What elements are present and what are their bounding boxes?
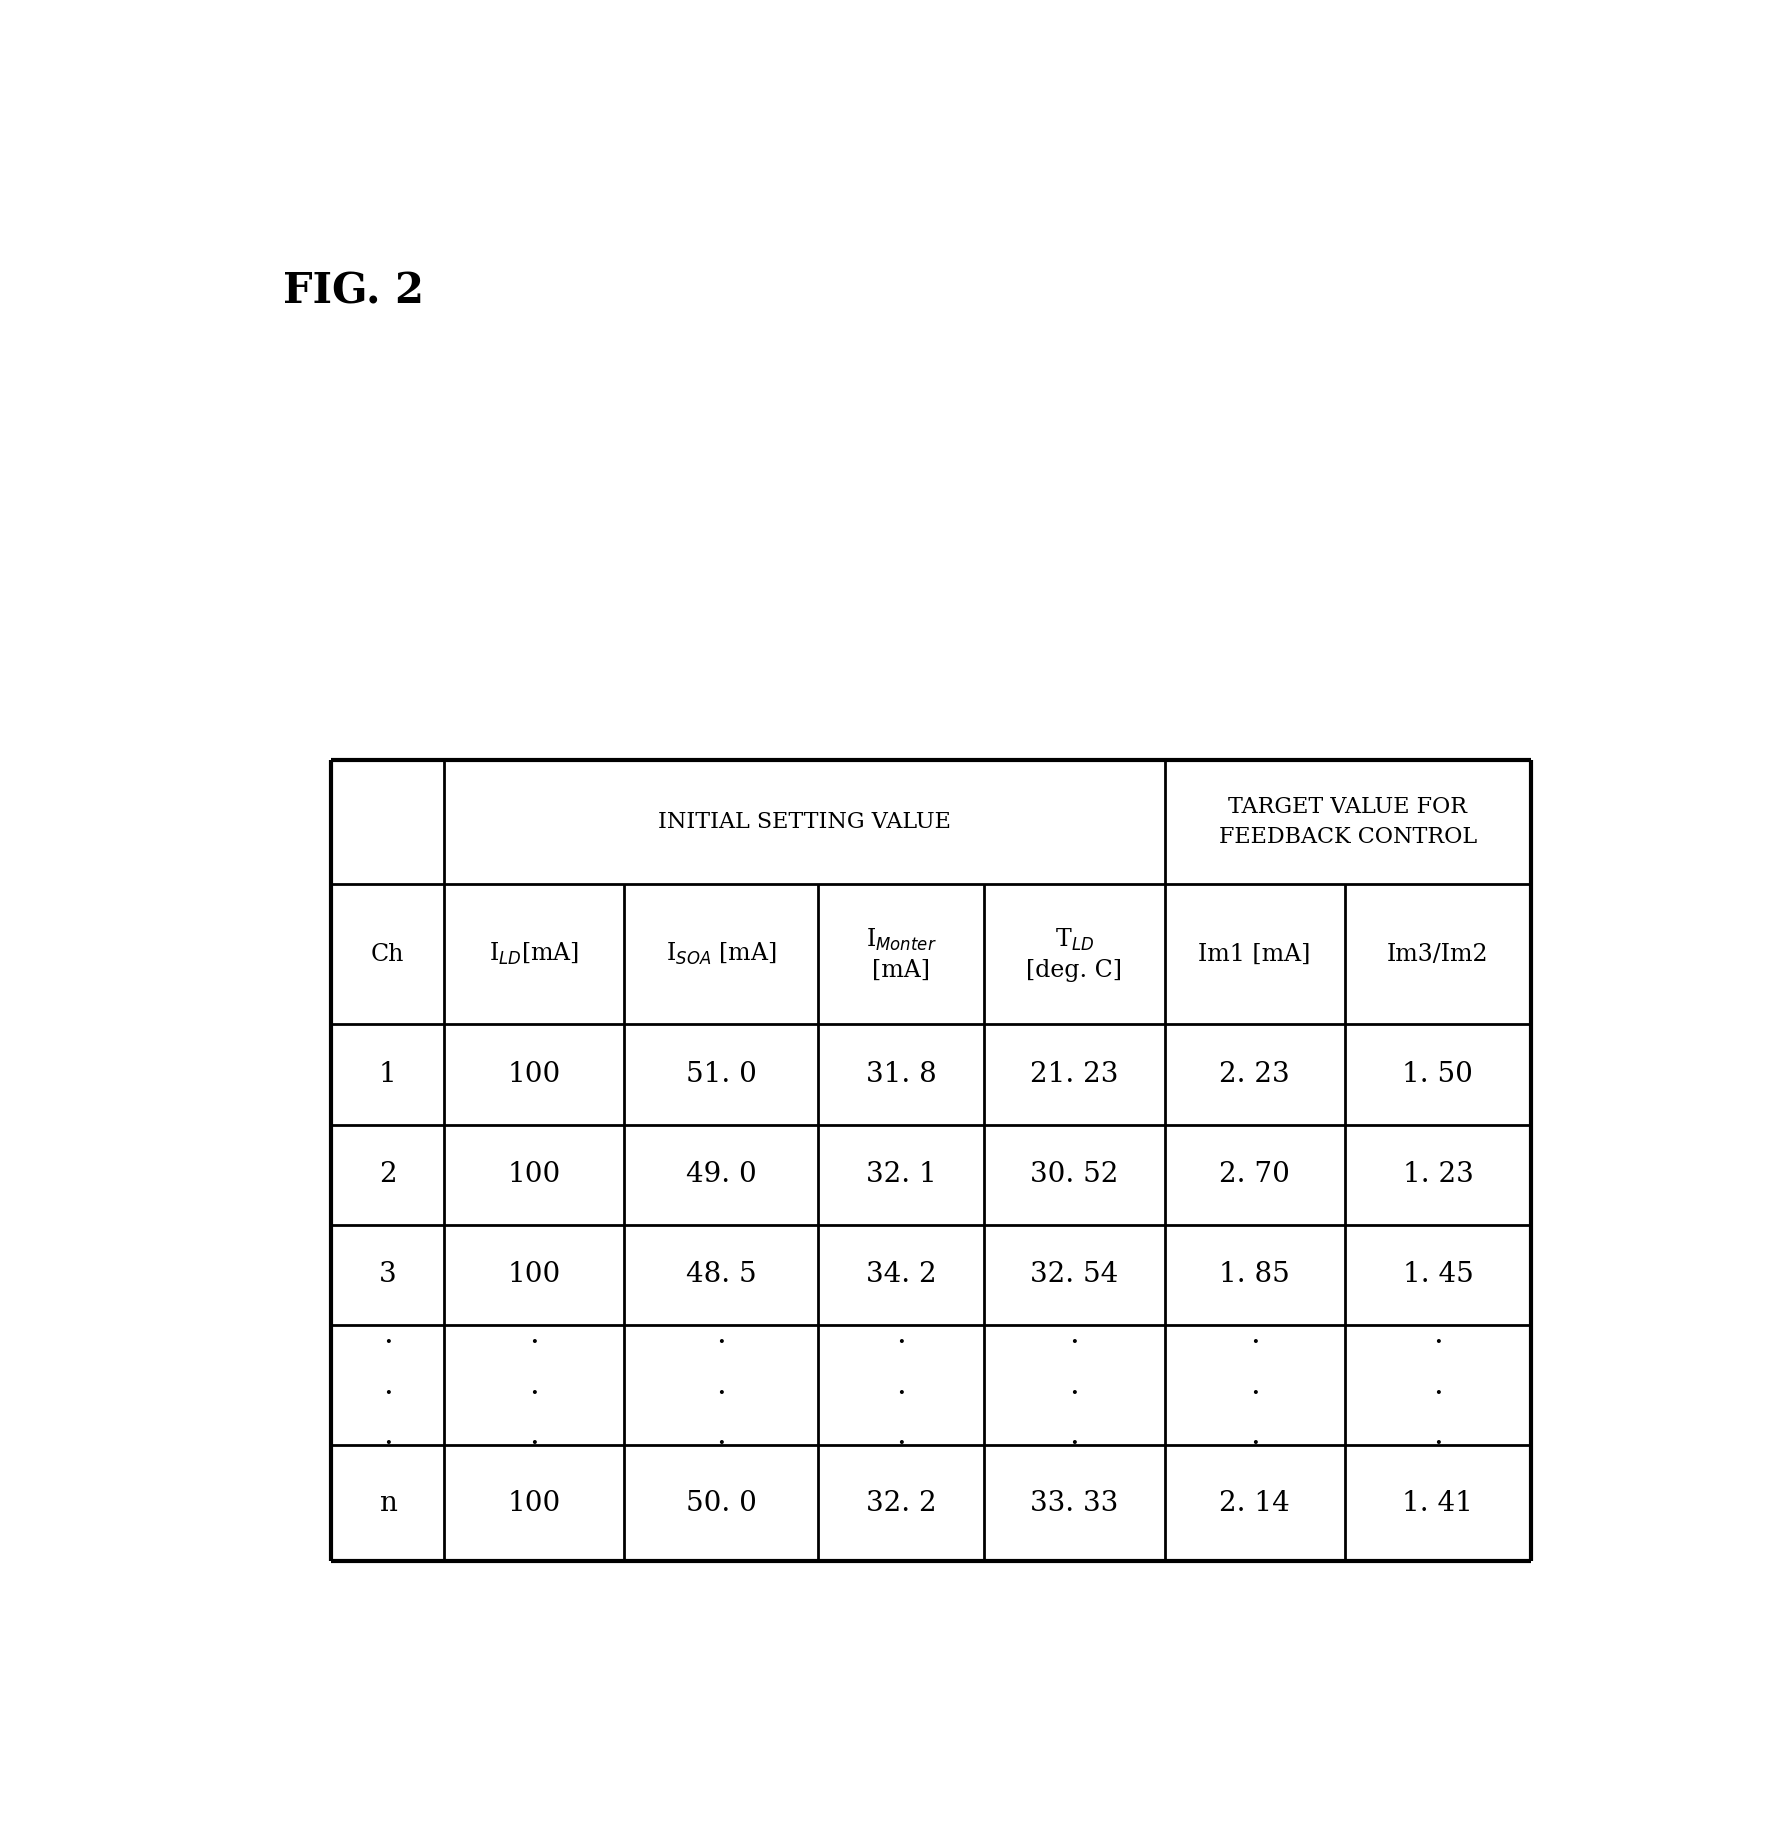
- Text: .
.
.: . . .: [1069, 1319, 1080, 1451]
- Text: 1. 85: 1. 85: [1220, 1262, 1290, 1288]
- Text: 1. 50: 1. 50: [1402, 1061, 1473, 1089]
- Text: Im1 [mA]: Im1 [mA]: [1198, 943, 1312, 965]
- Text: 2: 2: [379, 1160, 396, 1188]
- Text: 100: 100: [508, 1160, 561, 1188]
- Text: Ch: Ch: [372, 943, 404, 965]
- Text: 32. 2: 32. 2: [866, 1490, 936, 1516]
- Text: 30. 52: 30. 52: [1030, 1160, 1119, 1188]
- Text: 1. 45: 1. 45: [1402, 1262, 1473, 1288]
- Text: I$_{LD}$[mA]: I$_{LD}$[mA]: [489, 941, 579, 967]
- Text: I$_{SOA}$ [mA]: I$_{SOA}$ [mA]: [666, 941, 777, 967]
- Text: .
.
.: . . .: [896, 1319, 906, 1451]
- Text: .
.
.: . . .: [1250, 1319, 1260, 1451]
- Text: 32. 54: 32. 54: [1030, 1262, 1119, 1288]
- Text: 2. 70: 2. 70: [1220, 1160, 1290, 1188]
- Text: 1: 1: [379, 1061, 396, 1089]
- Text: 21. 23: 21. 23: [1030, 1061, 1119, 1089]
- Text: 32. 1: 32. 1: [866, 1160, 936, 1188]
- Text: 1. 41: 1. 41: [1402, 1490, 1473, 1516]
- Text: 51. 0: 51. 0: [685, 1061, 756, 1089]
- Text: FIG. 2: FIG. 2: [283, 271, 425, 313]
- Text: n: n: [379, 1490, 396, 1516]
- Text: .
.
.: . . .: [529, 1319, 540, 1451]
- Text: TARGET VALUE FOR
FEEDBACK CONTROL: TARGET VALUE FOR FEEDBACK CONTROL: [1220, 796, 1476, 849]
- Text: 50. 0: 50. 0: [685, 1490, 756, 1516]
- Text: 100: 100: [508, 1061, 561, 1089]
- Text: Im3/Im2: Im3/Im2: [1388, 943, 1489, 965]
- Text: 48. 5: 48. 5: [685, 1262, 756, 1288]
- Text: T$_{LD}$
[deg. C]: T$_{LD}$ [deg. C]: [1027, 927, 1122, 982]
- Text: 1. 23: 1. 23: [1402, 1160, 1473, 1188]
- Text: .
.
.: . . .: [382, 1319, 393, 1451]
- Text: .
.
.: . . .: [1434, 1319, 1443, 1451]
- Text: I$_{Monter}$
[mA]: I$_{Monter}$ [mA]: [866, 927, 936, 982]
- Text: .
.
.: . . .: [717, 1319, 726, 1451]
- Text: 49. 0: 49. 0: [685, 1160, 756, 1188]
- Text: 2. 14: 2. 14: [1220, 1490, 1290, 1516]
- Text: 31. 8: 31. 8: [866, 1061, 936, 1089]
- Text: 3: 3: [379, 1262, 396, 1288]
- Text: 34. 2: 34. 2: [866, 1262, 936, 1288]
- Text: 100: 100: [508, 1490, 561, 1516]
- Text: INITIAL SETTING VALUE: INITIAL SETTING VALUE: [658, 810, 950, 833]
- Text: 2. 23: 2. 23: [1220, 1061, 1290, 1089]
- Text: 33. 33: 33. 33: [1030, 1490, 1119, 1516]
- Text: 100: 100: [508, 1262, 561, 1288]
